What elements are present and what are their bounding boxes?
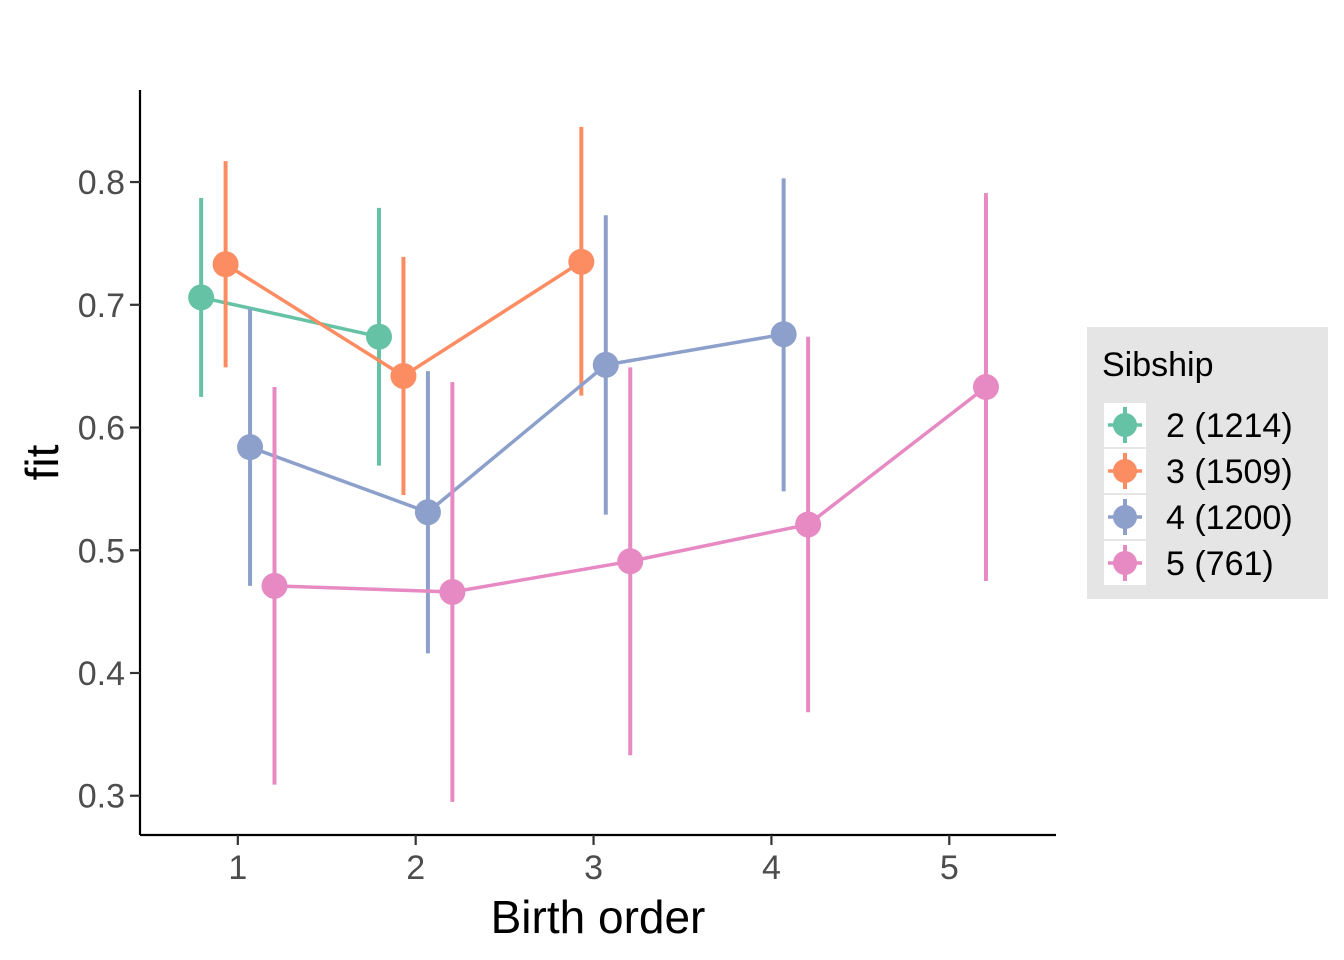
- axes: 1 2 3 4 5 0.3 0.4 0.5 0.6 0.7 0.8 Birth order fit: [16, 90, 1056, 943]
- series-line: [249, 332, 784, 515]
- legend-item: 3 (1509): [1104, 449, 1293, 493]
- legend-item: 2 (1214): [1104, 403, 1293, 447]
- legend-item: 5 (761): [1104, 541, 1274, 585]
- legend-title: Sibship: [1102, 346, 1214, 384]
- data-point: [188, 284, 215, 311]
- data-point: [795, 511, 822, 538]
- data-point: [261, 572, 288, 599]
- y-tick-label: 0.7: [78, 287, 125, 325]
- legend: Sibship 2 (1214) 3 (1509) 4 (1200) 5 (761): [1087, 327, 1328, 599]
- series-line: [200, 295, 380, 339]
- y-tick-label: 0.4: [78, 655, 125, 693]
- legend-key-point: [1113, 551, 1137, 575]
- y-ticks: 0.3 0.4 0.5 0.6 0.7 0.8: [78, 164, 140, 816]
- data-point: [617, 548, 644, 575]
- legend-label: 2 (1214): [1166, 407, 1293, 445]
- legend-key-point: [1113, 505, 1137, 529]
- data-point: [439, 578, 466, 605]
- y-tick-label: 0.6: [78, 410, 125, 448]
- data-point: [592, 351, 619, 378]
- data-point: [414, 499, 441, 526]
- y-tick-label: 0.8: [78, 164, 125, 202]
- y-tick-label: 0.3: [78, 778, 125, 816]
- x-tick-label: 2: [406, 849, 425, 887]
- series-1: [188, 198, 393, 466]
- data-point: [568, 248, 595, 275]
- x-tick-label: 5: [940, 849, 959, 887]
- x-tick-label: 1: [228, 849, 247, 887]
- legend-item: 4 (1200): [1104, 495, 1293, 539]
- data-point: [212, 251, 239, 278]
- data-point: [237, 434, 264, 461]
- y-axis-title: fit: [16, 444, 68, 480]
- data-point: [366, 323, 393, 350]
- series-2: [212, 126, 595, 496]
- data-point: [390, 362, 417, 389]
- data-point: [972, 374, 999, 401]
- y-tick-label: 0.5: [78, 532, 125, 570]
- legend-key-point: [1113, 459, 1137, 483]
- legend-key-point: [1113, 413, 1137, 437]
- series-3: [237, 178, 797, 654]
- x-ticks: 1 2 3 4 5: [228, 835, 959, 887]
- data-point: [770, 321, 797, 348]
- legend-items: 2 (1214) 3 (1509) 4 (1200) 5 (761): [1104, 403, 1293, 585]
- legend-label: 4 (1200): [1166, 499, 1293, 537]
- legend-label: 3 (1509): [1166, 453, 1293, 491]
- legend-label: 5 (761): [1166, 545, 1274, 583]
- series-4: [261, 193, 999, 802]
- x-tick-label: 4: [762, 849, 781, 887]
- x-tick-label: 3: [584, 849, 603, 887]
- plot-marks: [188, 126, 999, 802]
- x-axis-title: Birth order: [491, 891, 706, 943]
